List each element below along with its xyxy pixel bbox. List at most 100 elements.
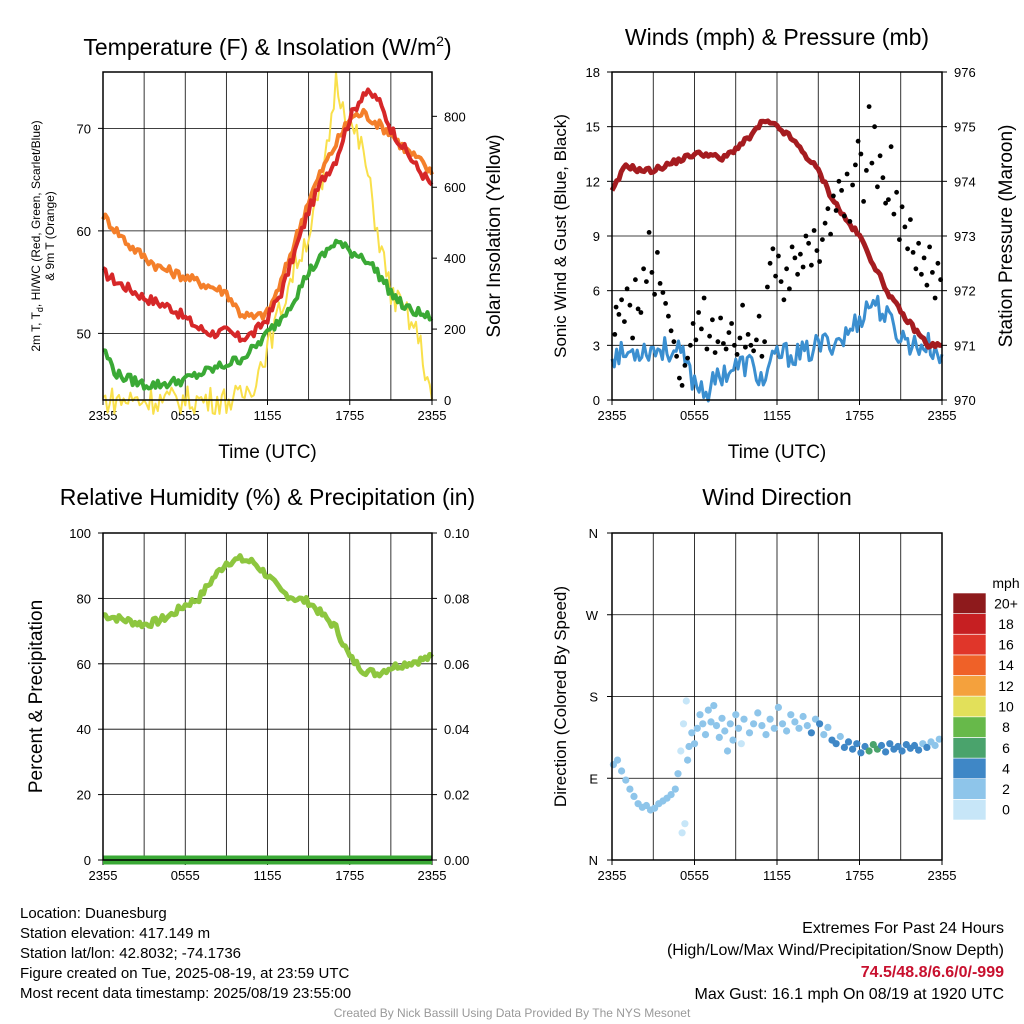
gust-point [861, 199, 866, 204]
gust-point [704, 346, 710, 352]
x-tick-label: 2355 [598, 408, 627, 423]
y-tick-label-right: 973 [954, 229, 976, 244]
direction-point [710, 702, 718, 710]
gust-point [814, 248, 820, 254]
x-tick-label: 0555 [171, 408, 200, 423]
gust-point [880, 175, 886, 181]
gust-point [905, 246, 910, 252]
x-tick-label: 2355 [418, 868, 447, 883]
gust-point [754, 337, 759, 343]
y-tick-label-right: 0.10 [444, 526, 469, 541]
temperature-panel: 2355 0555 1155 1755 2355 50 60 70 0 200 400 600 800 T… [29, 33, 505, 463]
direction-point [898, 747, 906, 755]
recent-data-text: Most recent data timestamp: 2025/08/19 2… [20, 985, 352, 1002]
direction-point [715, 733, 723, 742]
direction-point [844, 738, 853, 746]
gust-point [855, 138, 861, 144]
x-tick-label: 1755 [335, 868, 364, 883]
y-tick-label-left: E [589, 771, 598, 786]
gust-point [924, 282, 930, 288]
gust-point [748, 342, 754, 348]
y-axis-label-left: Percent & Precipitation [26, 600, 47, 793]
location-text: Location: Duanesburg [20, 905, 167, 922]
gust-point [677, 375, 682, 381]
y-tick-label-right: 600 [444, 180, 466, 195]
gust-point [886, 197, 891, 203]
gust-point [646, 230, 652, 235]
gust-point [853, 162, 858, 168]
y-tick-label-right: 975 [954, 120, 976, 135]
gust-point [877, 153, 883, 159]
colorbar-swatch [952, 799, 987, 821]
colorbar-label: 8 [1002, 719, 1010, 735]
gust-point [762, 339, 767, 345]
gust-point [619, 297, 624, 303]
colorbar-label: 10 [998, 699, 1014, 715]
gust-point [822, 220, 828, 226]
x-tick-label: 1155 [763, 408, 791, 423]
direction-point [849, 745, 857, 753]
colorbar-label: 4 [1002, 760, 1010, 776]
direction-point [882, 748, 890, 756]
gust-point [883, 200, 888, 206]
direction-point [824, 723, 832, 732]
direction-point [820, 731, 828, 739]
y-tick-label-right: 0.02 [444, 788, 469, 803]
colorbar-swatch [952, 716, 987, 738]
x-tick-label: 0555 [680, 868, 709, 883]
gust-point [820, 237, 825, 243]
colorbar-swatch [952, 633, 987, 656]
speed-colorbar: mph 0 2 4 6 8 10 12 14 16 18 20+ [952, 575, 1020, 821]
gust-point [776, 253, 781, 259]
direction-point [684, 756, 692, 764]
x-tick-label: 1755 [845, 408, 874, 423]
gust-point [795, 271, 800, 277]
direction-point [840, 743, 849, 752]
y-axis-label-right: Station Pressure (Maroon) [996, 125, 1017, 348]
direction-point [787, 711, 795, 719]
gust-point [638, 310, 644, 315]
colorbar-label: 12 [998, 678, 1014, 694]
gust-point [671, 339, 677, 345]
x-tick-label: 2355 [928, 868, 957, 883]
y-tick-label-right: 0.08 [444, 591, 469, 606]
direction-point [707, 718, 715, 726]
gust-point [622, 319, 627, 324]
x-tick-label: 0555 [171, 868, 200, 883]
gust-point [839, 188, 844, 193]
direction-point [674, 770, 682, 778]
direction-point [754, 709, 762, 717]
gust-point [806, 240, 811, 246]
gust-point [778, 279, 784, 284]
gust-point [872, 124, 877, 130]
gust-point [710, 317, 715, 323]
gust-point [864, 168, 869, 173]
gust-point [844, 171, 850, 177]
gust-point [644, 279, 649, 284]
gust-point [688, 342, 693, 348]
x-tick-label: 1755 [845, 868, 874, 883]
gust-point [630, 335, 635, 341]
gust-point [927, 244, 932, 250]
direction-point [857, 749, 865, 757]
gust-point [616, 312, 622, 317]
direction-point [865, 747, 873, 755]
series-line-relative-humidity [102, 553, 434, 679]
y-tick-label-left: 18 [586, 65, 600, 80]
gust-point [737, 335, 743, 341]
direction-point [877, 741, 886, 750]
y-tick-label-right: 0 [444, 393, 451, 408]
gust-point [910, 250, 916, 255]
gust-point [767, 260, 773, 266]
gust-point [798, 251, 803, 257]
humidity-panel: 2355 0555 1155 1755 23550204060801000.000.02… [26, 484, 475, 883]
direction-point [807, 729, 816, 737]
direction-point [732, 711, 740, 719]
y-tick-label-right: 970 [954, 393, 976, 408]
y-tick-label-left: 50 [77, 326, 91, 341]
gust-point [660, 290, 666, 295]
y-tick-label-left: W [586, 608, 599, 623]
direction-point [723, 747, 732, 755]
gust-point [723, 346, 729, 352]
